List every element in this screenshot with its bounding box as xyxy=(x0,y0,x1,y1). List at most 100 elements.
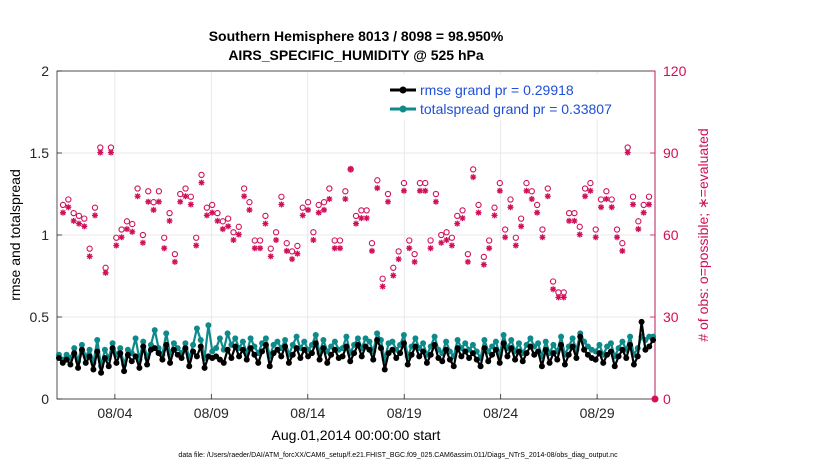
obs-possible-point xyxy=(171,250,179,258)
obs-evaluated-point xyxy=(305,206,312,213)
obs-evaluated-point xyxy=(523,187,530,194)
rmse-point xyxy=(324,359,331,366)
obs-possible-point xyxy=(294,242,301,250)
rmse-point xyxy=(155,350,162,357)
rmse-point xyxy=(550,350,557,357)
y-tick-label-left: 1 xyxy=(41,227,49,243)
obs-evaluated-point xyxy=(139,239,146,246)
spread-point xyxy=(454,336,461,343)
obs-evaluated-point xyxy=(576,231,583,238)
obs-possible-point xyxy=(416,179,424,187)
rmse-point xyxy=(144,361,151,368)
spread-point xyxy=(412,335,419,342)
spread-point xyxy=(197,336,204,343)
rmse-point xyxy=(546,359,553,366)
rmse-point xyxy=(619,346,626,353)
obs-evaluated-point xyxy=(486,245,493,252)
rmse-point xyxy=(581,346,588,353)
obs-evaluated-point xyxy=(214,217,221,224)
rmse-point xyxy=(611,363,618,370)
rmse-point xyxy=(462,348,469,355)
rmse-point xyxy=(71,350,78,357)
obs-zero-marker xyxy=(651,395,659,403)
y-tick-label-right: 0 xyxy=(663,391,671,407)
rmse-point xyxy=(94,348,101,355)
obs-evaluated-point xyxy=(235,231,242,238)
obs-evaluated-point xyxy=(640,209,647,216)
y-tick-label-left: 2 xyxy=(41,63,49,79)
obs-evaluated-point xyxy=(241,193,248,200)
obs-evaluated-point xyxy=(91,212,98,219)
obs-evaluated-point xyxy=(70,217,77,224)
obs-evaluated-point xyxy=(262,220,269,227)
y-tick-label-left: 0 xyxy=(41,391,49,407)
obs-evaluated-point xyxy=(342,196,349,202)
spread-point xyxy=(469,341,476,348)
rmse-point xyxy=(577,333,584,340)
obs-possible-point xyxy=(81,215,88,222)
rmse-point xyxy=(638,318,645,325)
rmse-point xyxy=(569,343,576,350)
obs-evaluated-point xyxy=(289,256,296,263)
obs-series xyxy=(59,144,659,403)
obs-evaluated-point xyxy=(171,258,178,265)
rmse-point xyxy=(259,348,266,355)
obs-evaluated-point xyxy=(406,245,413,252)
obs-evaluated-point xyxy=(251,245,258,252)
spread-point xyxy=(163,330,170,337)
obs-evaluated-point xyxy=(374,185,381,192)
obs-evaluated-point xyxy=(273,237,280,243)
obs-possible-point xyxy=(464,250,472,258)
obs-possible-point xyxy=(145,188,152,195)
obs-possible-point xyxy=(134,185,141,192)
obs-possible-point xyxy=(358,207,365,214)
spread-point xyxy=(94,336,101,343)
rmse-point xyxy=(542,346,549,353)
rmse-point xyxy=(163,341,170,348)
rmse-point xyxy=(186,363,193,370)
obs-evaluated-point xyxy=(65,204,72,211)
obs-evaluated-point xyxy=(219,226,226,233)
obs-possible-point xyxy=(240,185,248,192)
rmse-point xyxy=(63,356,70,363)
rmse-point xyxy=(538,363,545,370)
obs-evaluated-point xyxy=(528,196,535,202)
spread-point xyxy=(71,345,78,352)
obs-possible-point xyxy=(235,223,242,230)
x-tick-label: 08/09 xyxy=(194,405,229,421)
rmse-point xyxy=(124,351,131,358)
spread-point xyxy=(205,322,212,329)
rmse-point xyxy=(496,359,503,366)
spread-point xyxy=(78,341,85,348)
obs-possible-point xyxy=(502,226,509,233)
spread-point xyxy=(596,341,603,348)
obs-possible-point xyxy=(443,229,450,236)
obs-possible-point xyxy=(177,190,184,198)
rmse-point xyxy=(247,345,254,352)
obs-possible-point xyxy=(224,215,232,222)
rmse-point xyxy=(193,353,200,360)
spread-point xyxy=(500,332,507,339)
obs-evaluated-point xyxy=(598,204,605,211)
rmse-point xyxy=(197,343,204,350)
x-tick-label: 08/24 xyxy=(483,405,518,421)
rmse-point xyxy=(535,348,542,355)
obs-evaluated-point xyxy=(193,242,200,249)
rmse-point xyxy=(274,346,281,353)
obs-evaluated-point xyxy=(619,247,626,254)
rmse-point xyxy=(320,345,327,352)
spread-point xyxy=(431,333,438,340)
obs-evaluated-point xyxy=(411,258,418,265)
obs-evaluated-point xyxy=(550,286,557,293)
rmse-point xyxy=(512,356,519,363)
spread-point xyxy=(527,335,534,342)
obs-evaluated-point xyxy=(630,201,637,208)
obs-evaluated-point xyxy=(496,187,503,194)
rmse-series xyxy=(55,318,657,376)
spread-point xyxy=(232,335,239,342)
rmse-point xyxy=(232,343,239,350)
rmse-point xyxy=(312,340,319,347)
rmse-point xyxy=(262,341,269,348)
obs-possible-point xyxy=(129,220,136,228)
